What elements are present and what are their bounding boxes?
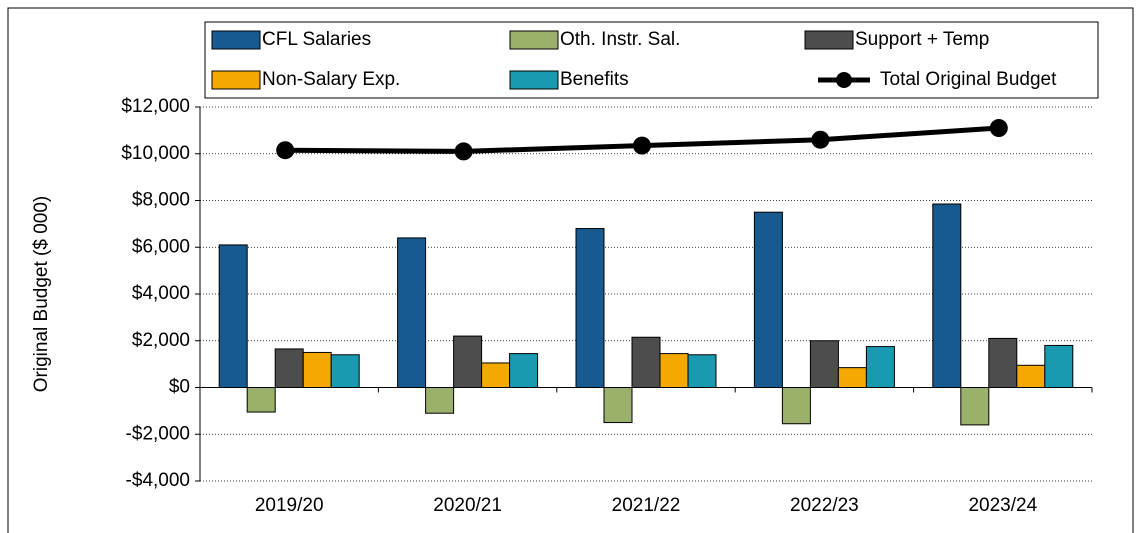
bar [1044,344,1074,388]
bar [631,336,661,388]
bar [603,387,633,424]
y-tick-label: $4,000 [132,283,190,304]
y-tick-label: $6,000 [132,236,190,257]
y-tick-label: $12,000 [121,96,190,117]
line-marker [454,142,473,161]
bar [218,244,248,388]
bar [932,203,962,388]
y-tick-label: $2,000 [132,330,190,351]
bar [397,237,427,388]
bar [988,337,1018,389]
line-marker [811,130,830,149]
x-tick-label: 2020/21 [433,495,502,516]
bar [481,362,511,388]
bar [425,387,455,414]
legend-label: Non-Salary Exp. [262,69,400,90]
bar [837,367,867,389]
line-marker [989,119,1008,138]
bar [509,353,539,389]
y-axis-label: Original Budget ($ 000) [31,196,52,392]
bar [302,351,332,388]
legend-marker [836,72,852,88]
bar [781,387,811,425]
bar [687,354,717,388]
bar [659,353,689,389]
bar [274,348,304,388]
legend-swatch [211,30,261,50]
legend-label: Support + Temp [855,29,989,50]
bar [575,228,605,388]
legend-box [204,21,1099,99]
legend-swatch [804,30,854,50]
bar [865,346,895,388]
bar [453,335,483,389]
bar [753,211,783,388]
y-tick-label: $10,000 [121,143,190,164]
bar [960,387,990,426]
x-tick-label: 2019/20 [255,495,324,516]
y-tick-label: -$2,000 [126,423,190,444]
bar [330,354,360,388]
x-tick-label: 2023/24 [968,495,1037,516]
legend-label: Oth. Instr. Sal. [560,29,680,50]
y-tick-label: -$4,000 [126,470,190,491]
bar [246,387,276,413]
line-marker [633,136,651,155]
legend-label: CFL Salaries [262,29,371,50]
chart-frame [7,7,1134,533]
legend-label: Total Original Budget [880,69,1057,90]
bar [1016,364,1046,389]
legend-label: Benefits [560,69,629,90]
legend-swatch [509,30,559,50]
x-tick-label: 2021/22 [612,495,681,516]
y-tick-label: $0 [169,377,190,398]
bar [809,340,839,388]
legend-swatch [509,70,559,90]
y-tick-label: $8,000 [132,190,190,211]
legend-swatch [211,70,261,90]
line-marker [276,141,295,160]
x-tick-label: 2022/23 [790,495,859,516]
